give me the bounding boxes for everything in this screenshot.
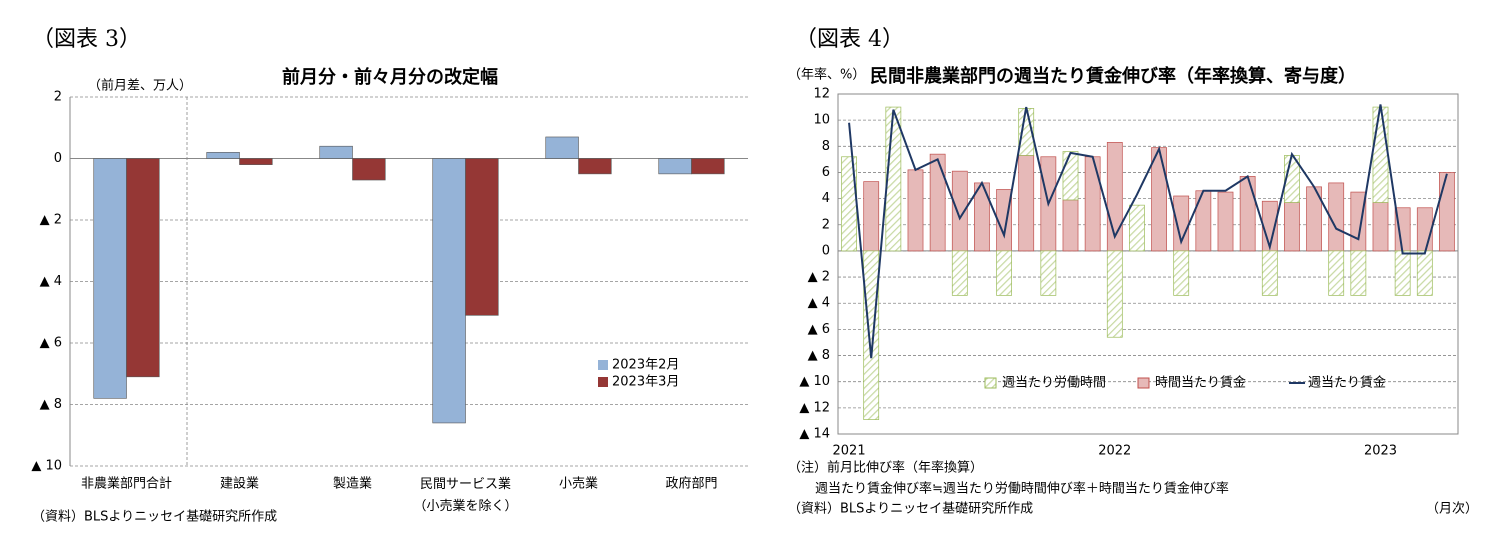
bar bbox=[1439, 172, 1455, 252]
y-tick-label: ▲ 10 bbox=[799, 374, 830, 389]
bar bbox=[1239, 176, 1256, 252]
figure-label: （図表 3） bbox=[32, 27, 141, 52]
bar bbox=[93, 158, 127, 399]
y-tick-label: ▲ 4 bbox=[40, 274, 62, 289]
y-tick-label: ▲ 14 bbox=[799, 427, 830, 442]
bar bbox=[1129, 204, 1145, 252]
bar bbox=[1062, 151, 1079, 201]
legend-swatch bbox=[984, 377, 997, 389]
bar bbox=[578, 158, 612, 175]
y-tick-label: 12 bbox=[813, 87, 830, 102]
note: （資料）BLSよりニッセイ基礎研究所作成 bbox=[788, 502, 1033, 517]
y-tick-label: 4 bbox=[822, 191, 830, 206]
bar bbox=[1018, 155, 1035, 252]
note: （月次） bbox=[1426, 501, 1478, 517]
x-tick-label: 小売業 bbox=[559, 476, 598, 492]
bar bbox=[352, 158, 386, 181]
x-tick-label: 2021 bbox=[833, 444, 866, 459]
bar bbox=[545, 136, 579, 159]
bar bbox=[996, 189, 1012, 252]
bar bbox=[691, 158, 725, 175]
x-tick-label: 非農業部門合計 bbox=[81, 476, 172, 492]
y-tick-label: 2 bbox=[822, 217, 830, 232]
y-tick-label: ▲ 4 bbox=[808, 296, 830, 311]
y-tick-label: 8 bbox=[822, 139, 830, 154]
bar bbox=[907, 169, 924, 252]
y-axis-label: （前月差、万人） bbox=[88, 78, 192, 94]
x-tick-label: 建設業 bbox=[220, 476, 259, 492]
y-tick-label: 0 bbox=[54, 151, 62, 166]
y-tick-label: ▲ 6 bbox=[808, 322, 830, 337]
y-tick-label: ▲ 2 bbox=[808, 270, 830, 285]
y-tick-label: ▲ 12 bbox=[799, 400, 830, 415]
bar bbox=[658, 158, 692, 175]
chart-title: 前月分・前々月分の改定幅 bbox=[282, 66, 498, 88]
bar bbox=[239, 158, 273, 165]
bar bbox=[1284, 202, 1300, 252]
bar bbox=[1106, 250, 1123, 338]
bar bbox=[1416, 207, 1433, 252]
legend-swatch bbox=[598, 377, 608, 387]
y-tick-label: ▲ 2 bbox=[40, 213, 62, 228]
bar bbox=[863, 181, 880, 252]
bar bbox=[1217, 191, 1234, 252]
bar bbox=[951, 250, 968, 296]
bar bbox=[1173, 250, 1190, 296]
bar bbox=[1350, 191, 1367, 252]
bar bbox=[929, 153, 946, 252]
bar bbox=[432, 158, 466, 424]
bar bbox=[1151, 147, 1167, 252]
y-tick-label: ▲ 8 bbox=[40, 397, 62, 412]
legend-label: 週当たり賃金 bbox=[1308, 375, 1386, 391]
x-tick-label: 政府部門 bbox=[665, 477, 717, 492]
bar bbox=[1372, 202, 1389, 252]
y-tick-label: ▲ 8 bbox=[808, 348, 830, 363]
note: （注）前月比伸び率（年率換算） bbox=[788, 460, 983, 476]
bar bbox=[1062, 199, 1079, 252]
bar bbox=[1350, 250, 1367, 296]
x-tick-label: 2023 bbox=[1364, 444, 1397, 459]
bar bbox=[1328, 250, 1345, 296]
bar bbox=[1084, 156, 1101, 252]
bar bbox=[1040, 250, 1057, 296]
note: 週当たり賃金伸び率≒週当たり労働時間伸び率＋時間当たり賃金伸び率 bbox=[815, 481, 1229, 497]
plot-border bbox=[837, 93, 1459, 435]
bar bbox=[863, 250, 880, 420]
y-axis-label: （年率、%） bbox=[788, 67, 865, 83]
bar bbox=[996, 250, 1012, 296]
legend-label: 時間当たり賃金 bbox=[1155, 375, 1246, 391]
figure-label: （図表 4） bbox=[795, 27, 904, 52]
bar bbox=[1261, 250, 1278, 296]
y-tick-label: 2 bbox=[54, 90, 62, 105]
y-tick-label: 10 bbox=[813, 113, 830, 128]
bar bbox=[1195, 190, 1212, 252]
line bbox=[848, 104, 1448, 359]
bar bbox=[126, 158, 160, 378]
y-tick-label: 6 bbox=[822, 165, 830, 180]
legend-label: 2023年3月 bbox=[612, 375, 679, 390]
bar bbox=[465, 158, 499, 316]
bar bbox=[1372, 106, 1389, 203]
source-note: （資料）BLSよりニッセイ基礎研究所作成 bbox=[32, 510, 277, 525]
y-tick-label: ▲ 10 bbox=[31, 459, 62, 474]
x-tick-label: 民間サービス業（小売業を除く） bbox=[413, 476, 517, 514]
bar bbox=[319, 145, 353, 159]
y-tick-label: 0 bbox=[822, 243, 830, 258]
bar bbox=[1416, 250, 1433, 296]
chart-title: 民間非農業部門の週当たり賃金伸び率（年率換算、寄与度） bbox=[870, 65, 1356, 87]
bar bbox=[206, 152, 240, 159]
y-tick-label: ▲ 6 bbox=[40, 336, 62, 351]
x-tick-label: 2022 bbox=[1098, 444, 1131, 459]
legend-swatch bbox=[598, 360, 608, 370]
x-tick-label: 製造業 bbox=[333, 476, 372, 492]
legend-label: 2023年2月 bbox=[612, 358, 679, 373]
legend-swatch bbox=[1137, 377, 1150, 389]
bar bbox=[1394, 250, 1411, 296]
legend-label: 週当たり労働時間 bbox=[1002, 376, 1106, 391]
